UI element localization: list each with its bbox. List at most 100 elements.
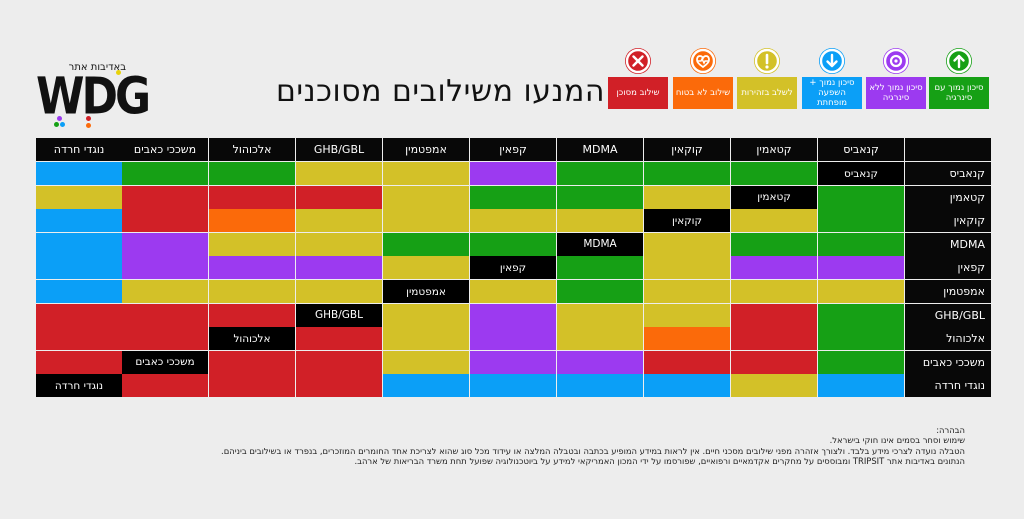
legend-item: שילוב מסוכן [608, 48, 668, 109]
matrix-cell [470, 162, 556, 186]
matrix-cell [383, 327, 469, 351]
matrix-cell [383, 162, 469, 186]
matrix-cell [209, 232, 295, 256]
matrix-cell [557, 209, 643, 233]
column-header: נוגדי חרדה [36, 138, 122, 161]
self-cell: קנאביס [818, 162, 904, 186]
column-header: אמפטמין [383, 138, 469, 161]
legend-item: סיכון נמוך + השפעה מופחתת [802, 48, 862, 109]
self-cell: נוגדי חרדה [36, 374, 122, 398]
self-cell: MDMA [557, 232, 643, 256]
row-header: קנאביס [905, 162, 991, 186]
matrix-cell [36, 232, 122, 256]
column-header: משככי כאבים [122, 138, 208, 161]
column-header: אלכוהול [209, 138, 295, 161]
logo-dot-yellow [116, 70, 121, 75]
matrix-cell [296, 327, 382, 351]
matrix-cell [296, 209, 382, 233]
row-header: קטאמין [905, 185, 991, 209]
matrix-cell [36, 162, 122, 186]
matrix-cell [122, 209, 208, 233]
disclaimer: הבהרה: שימוש וסחר בסמים אינו חוקי בישראל… [130, 425, 965, 466]
matrix-cell [731, 280, 817, 304]
matrix-cell [818, 185, 904, 209]
matrix-cell [731, 327, 817, 351]
matrix-cell [209, 162, 295, 186]
matrix-cell [470, 185, 556, 209]
legend-item: לשלב בזהירות [737, 48, 797, 109]
matrix-cell [818, 280, 904, 304]
matrix-cell [383, 185, 469, 209]
matrix-cell [122, 280, 208, 304]
legend-label: סיכון נמוך ללא סינרגיה [866, 77, 926, 109]
heart-pulse-icon [690, 48, 716, 74]
row-header: משככי כאבים [905, 350, 991, 374]
matrix-cell [644, 162, 730, 186]
page-title: המנעו משילובים מסוכנים [275, 74, 605, 109]
matrix-cell [36, 350, 122, 374]
matrix-cell [557, 185, 643, 209]
disclaimer-line: הנתונים באדיבות אתר TRIPSIT ומבוססים על … [354, 455, 965, 466]
matrix-cell [122, 162, 208, 186]
matrix-cell [36, 185, 122, 209]
self-cell: אמפטמין [383, 280, 469, 304]
column-header: קנאביס [818, 138, 904, 161]
column-header: GHB/GBL [296, 138, 382, 161]
column-header: קפאין [470, 138, 556, 161]
matrix-cell [296, 185, 382, 209]
matrix-cell [36, 209, 122, 233]
matrix-cell [557, 303, 643, 327]
self-cell: משככי כאבים [122, 350, 208, 374]
self-cell: GHB/GBL [296, 303, 382, 327]
column-header: MDMA [557, 138, 643, 161]
logo-dot-red [86, 116, 91, 121]
matrix-cell [731, 232, 817, 256]
row-header: GHB/GBL [905, 303, 991, 327]
matrix-cell [818, 256, 904, 280]
disclaimer-line: שימוש וסחר בסמים אינו חוקי בישראל. [829, 435, 965, 446]
matrix-cell [818, 350, 904, 374]
exclamation-icon [754, 48, 780, 74]
logo-subtitle: באדיבות אתר [68, 62, 126, 73]
disclaimer-heading: הבהרה: [936, 425, 965, 435]
logo-dot-blue [60, 122, 65, 127]
legend-label: שילוב לא בטוח [673, 77, 733, 109]
matrix-cell [644, 256, 730, 280]
legend-label: לשלב בזהירות [737, 77, 797, 109]
matrix-cell [296, 374, 382, 398]
matrix-cell [470, 350, 556, 374]
matrix-cell [644, 327, 730, 351]
matrix-cell [470, 280, 556, 304]
matrix-cell [731, 209, 817, 233]
legend-label: שילוב מסוכן [608, 77, 668, 109]
column-header: קוקאין [644, 138, 730, 161]
row-header: MDMA [905, 232, 991, 256]
matrix-cell [36, 280, 122, 304]
up-arrow-icon [946, 48, 972, 74]
matrix-cell [731, 303, 817, 327]
matrix-cell [557, 256, 643, 280]
down-arrow-icon [819, 48, 845, 74]
matrix-cell [644, 185, 730, 209]
matrix-cell [296, 232, 382, 256]
matrix-cell [470, 232, 556, 256]
logo-dot-purple [57, 116, 62, 121]
matrix-cell [209, 256, 295, 280]
matrix-cell [209, 280, 295, 304]
logo-dot-green [54, 122, 59, 127]
matrix-cell [296, 162, 382, 186]
matrix-cell [557, 350, 643, 374]
matrix-cell [818, 232, 904, 256]
matrix-cell [122, 303, 208, 327]
matrix-cell [818, 209, 904, 233]
row-header: קפאין [905, 256, 991, 280]
legend-item: שילוב לא בטוח [673, 48, 733, 109]
column-header: קטאמין [731, 138, 817, 161]
target-icon [883, 48, 909, 74]
matrix-cell [122, 232, 208, 256]
matrix-cell [209, 185, 295, 209]
matrix-cell [644, 374, 730, 398]
legend-item: סיכון נמוך עם סינרגיה [929, 48, 989, 109]
row-header: אלכוהול [905, 327, 991, 351]
matrix-cell [818, 374, 904, 398]
